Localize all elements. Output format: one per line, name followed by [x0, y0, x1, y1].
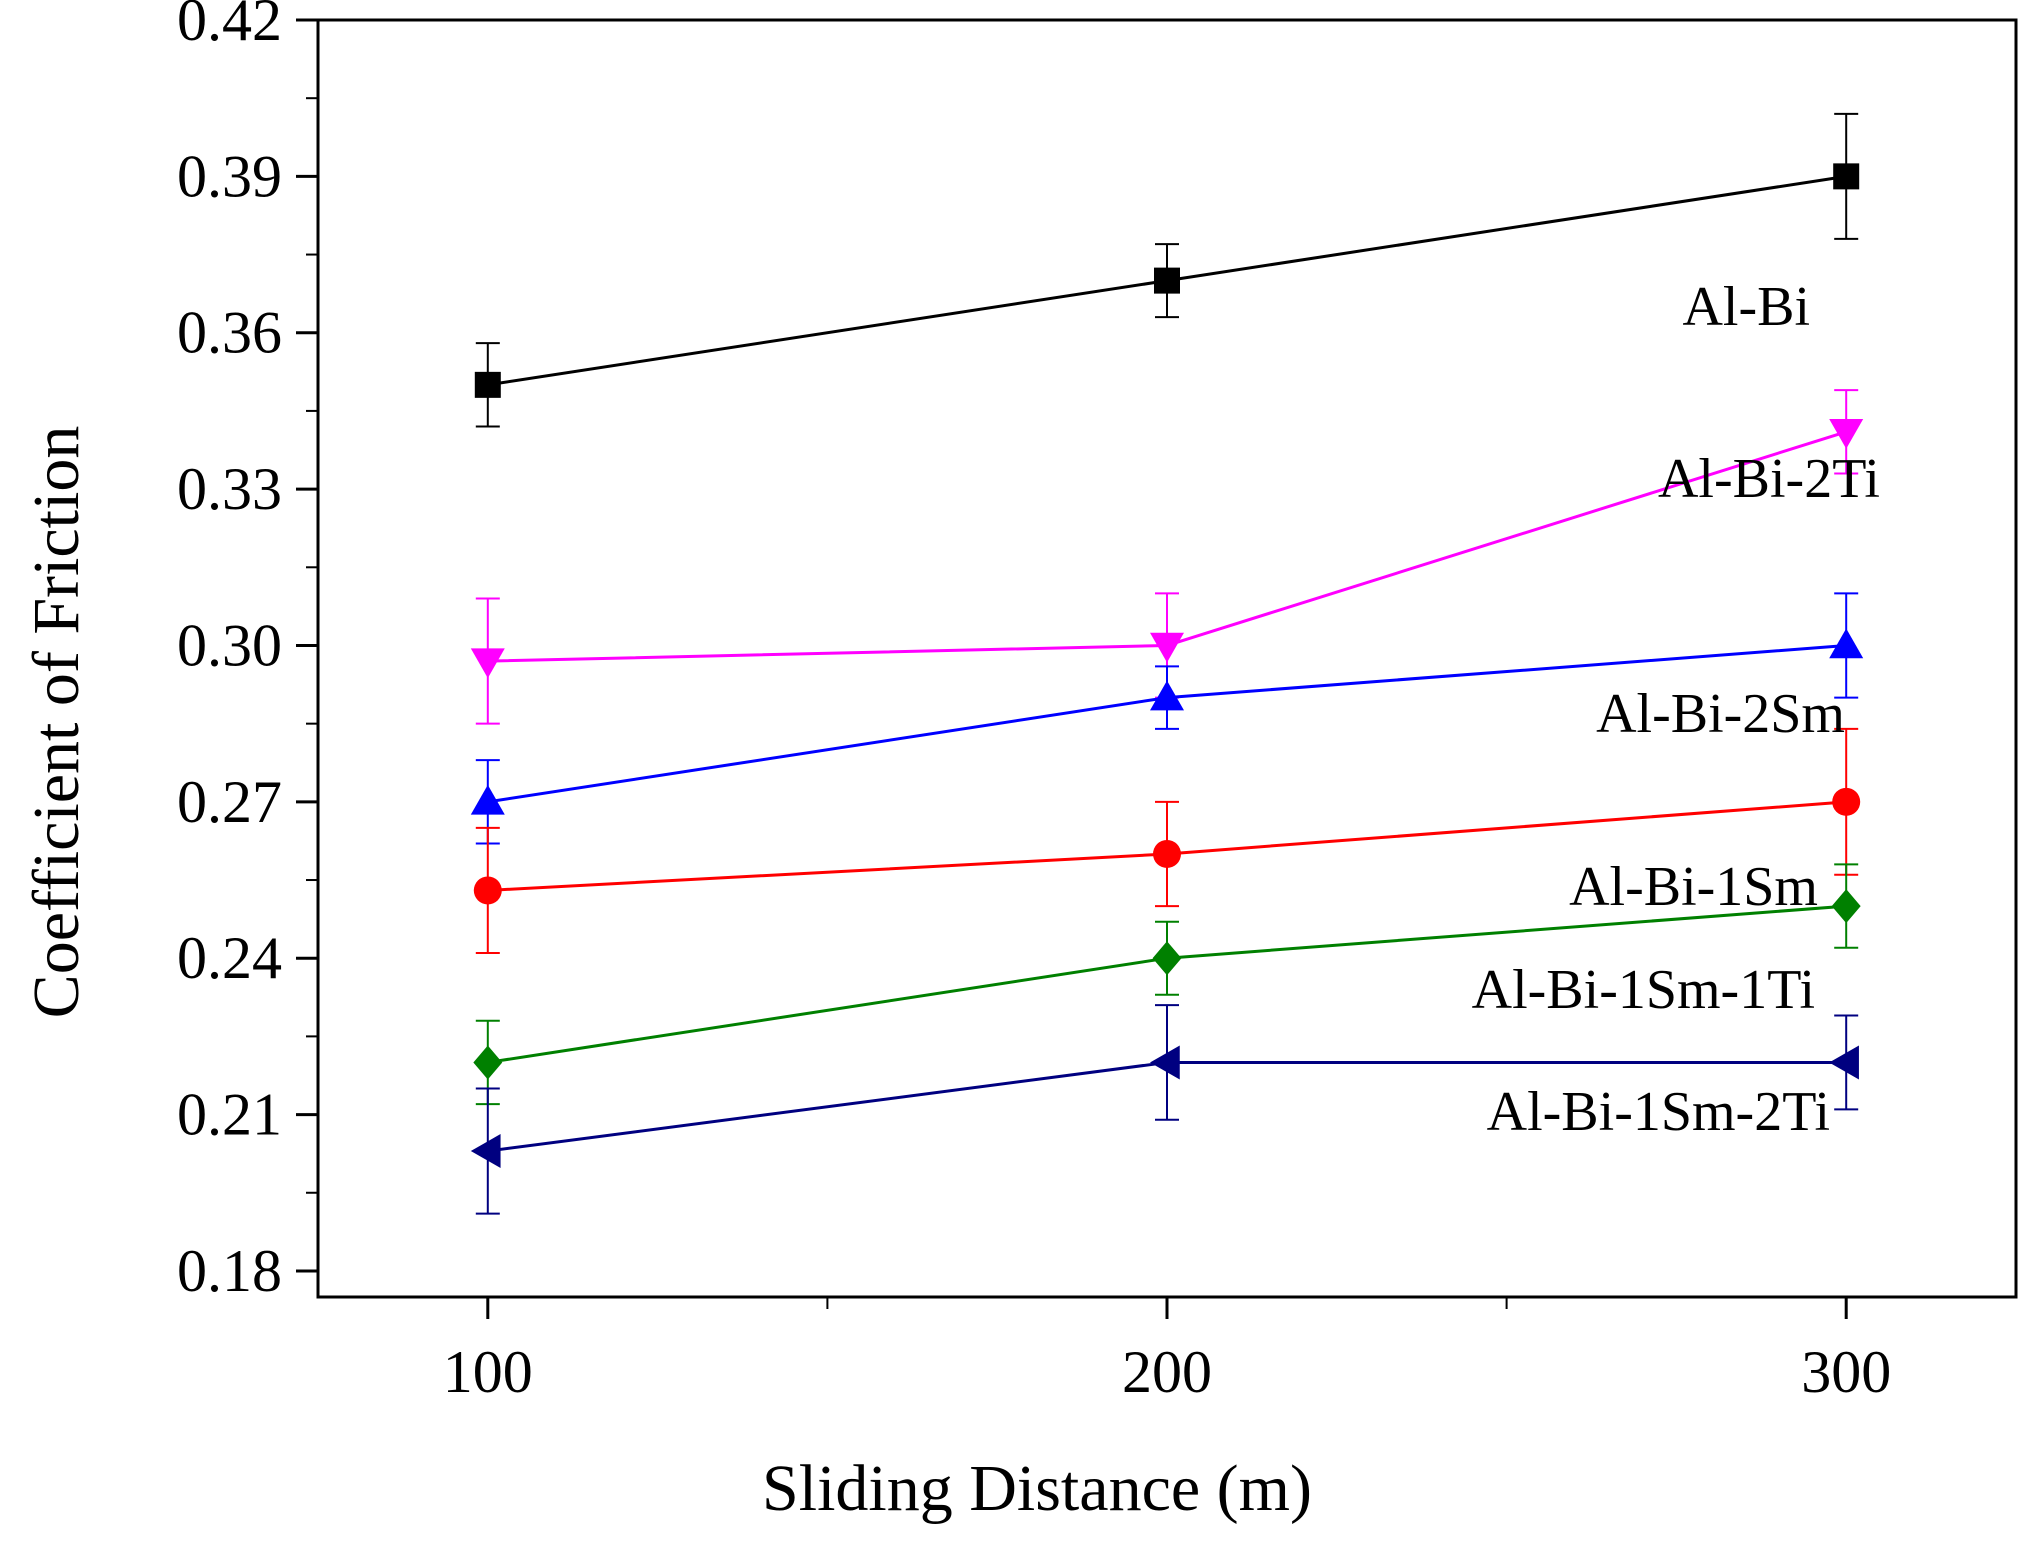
- series-al-bi-1sm-1ti: [473, 863, 1861, 1106]
- data-point: [470, 784, 505, 815]
- series-al-bi-1sm-2ti: [470, 1004, 1859, 1215]
- series-labels: Al-Bi Al-Bi-2Ti Al-Bi-2Sm Al-Bi-1Sm Al-Bi-1S…: [1472, 276, 1880, 1143]
- y-axis: 0.18 0.21 0.24 0.27 0.30 0.33 0.36 0.39 0.42: [177, 0, 318, 1304]
- x-axis: 100 200 300: [443, 1297, 1891, 1405]
- data-point: [473, 876, 502, 905]
- data-point: [473, 1045, 503, 1080]
- x-axis-title: Sliding Distance (m): [762, 1452, 1312, 1525]
- data-point: [1153, 839, 1181, 868]
- data-point: [1832, 787, 1861, 816]
- data-point: [1829, 419, 1864, 449]
- y-tick-label: 0.21: [177, 1082, 282, 1148]
- x-tick-label: 200: [1122, 1339, 1212, 1405]
- data-point: [1150, 632, 1184, 663]
- data-point: [1154, 267, 1180, 294]
- data-point: [1831, 889, 1861, 924]
- series-al-bi-2ti: [470, 389, 1864, 725]
- series-label: Al-Bi-1Sm-2Ti: [1487, 1081, 1830, 1143]
- y-tick-label: 0.27: [177, 769, 282, 835]
- data-point: [1150, 680, 1184, 711]
- series-al-bi-2sm: [470, 592, 1864, 845]
- y-tick-label: 0.18: [177, 1238, 282, 1304]
- series-group: [470, 112, 1864, 1215]
- data-point: [1150, 1045, 1180, 1080]
- y-tick-label: 0.30: [177, 612, 282, 678]
- data-point: [474, 371, 501, 398]
- series-label: Al-Bi-1Sm: [1569, 856, 1818, 918]
- y-tick-label: 0.42: [177, 0, 282, 53]
- series-label: Al-Bi-2Ti: [1658, 448, 1880, 510]
- series-label: Al-Bi-1Sm-1Ti: [1472, 959, 1815, 1021]
- data-point: [470, 1134, 501, 1169]
- data-point: [1829, 1045, 1859, 1080]
- series-label: Al-Bi-2Sm: [1596, 683, 1845, 745]
- series-label: Al-Bi: [1682, 276, 1810, 338]
- y-tick-label: 0.36: [177, 300, 282, 366]
- data-point: [470, 648, 505, 679]
- x-tick-label: 100: [443, 1339, 533, 1405]
- x-tick-label: 300: [1801, 1339, 1891, 1405]
- series-al-bi-1sm: [473, 727, 1861, 954]
- y-tick-label: 0.39: [177, 143, 282, 209]
- y-tick-label: 0.24: [177, 925, 282, 991]
- series-al-bi: [474, 112, 1860, 428]
- data-point: [1833, 163, 1860, 190]
- y-tick-label: 0.33: [177, 456, 282, 522]
- y-axis-title: Coefficient of Friction: [20, 426, 93, 1019]
- data-point: [1152, 941, 1182, 976]
- data-point: [1829, 628, 1864, 659]
